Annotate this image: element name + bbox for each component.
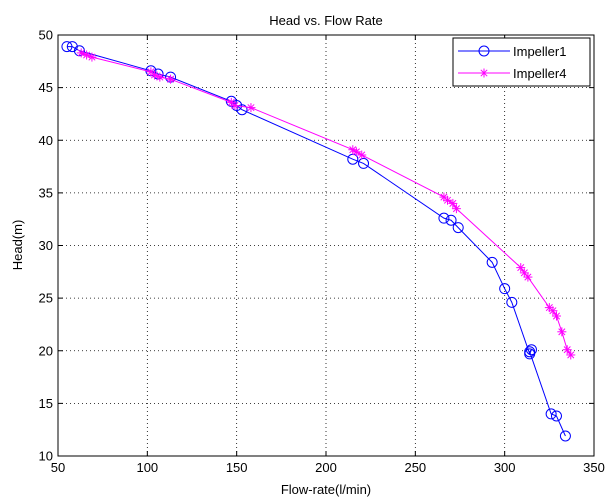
data-point bbox=[87, 52, 97, 62]
data-point bbox=[523, 272, 533, 282]
data-point bbox=[166, 74, 176, 84]
y-tick-label: 15 bbox=[39, 396, 53, 411]
data-point bbox=[486, 256, 498, 268]
legend-label: Impeller4 bbox=[513, 66, 566, 81]
data-point bbox=[545, 408, 557, 420]
data-point bbox=[230, 101, 240, 111]
x-tick-label: 300 bbox=[494, 460, 516, 475]
legend[interactable]: Impeller1 Impeller4 bbox=[452, 37, 591, 87]
series-impeller1 bbox=[61, 41, 571, 442]
x-tick-label: 100 bbox=[136, 460, 158, 475]
data-point bbox=[438, 212, 450, 224]
y-tick-label: 35 bbox=[39, 185, 53, 200]
data-point bbox=[445, 214, 457, 226]
y-axis-label: Head(m) bbox=[10, 220, 25, 271]
data-point bbox=[236, 104, 248, 116]
x-tick-label: 150 bbox=[226, 460, 248, 475]
data-point bbox=[358, 157, 370, 169]
ticks: 50 100 150 200 250 300 350 10 15 20 25 30 35 40 45 50 bbox=[39, 28, 605, 476]
data-point bbox=[557, 327, 567, 337]
x-tick-label: 350 bbox=[583, 460, 605, 475]
data-point bbox=[442, 195, 452, 205]
legend-marker bbox=[478, 45, 490, 57]
series-layer bbox=[61, 41, 576, 442]
x-tick-label: 250 bbox=[404, 460, 426, 475]
legend-item-impeller4[interactable]: Impeller4 bbox=[458, 66, 566, 81]
x-tick-label: 50 bbox=[51, 460, 65, 475]
data-point bbox=[562, 345, 572, 355]
data-point bbox=[452, 222, 464, 234]
data-point bbox=[448, 198, 458, 208]
x-tick-label: 200 bbox=[315, 460, 337, 475]
legend-marker bbox=[479, 68, 489, 78]
legend-box bbox=[452, 37, 591, 87]
data-point bbox=[499, 283, 511, 295]
data-point bbox=[506, 296, 518, 308]
series-impeller4 bbox=[76, 48, 576, 360]
data-point bbox=[525, 344, 537, 356]
data-point bbox=[559, 430, 571, 442]
y-tick-label: 40 bbox=[39, 133, 53, 148]
data-point bbox=[451, 204, 461, 214]
data-point bbox=[351, 147, 361, 157]
legend-item-impeller1[interactable]: Impeller1 bbox=[458, 44, 566, 59]
grid bbox=[58, 35, 594, 456]
legend-label: Impeller1 bbox=[513, 44, 566, 59]
data-point bbox=[357, 150, 367, 160]
data-point bbox=[61, 41, 73, 53]
data-point bbox=[155, 72, 165, 82]
data-point bbox=[551, 311, 561, 321]
y-tick-label: 45 bbox=[39, 80, 53, 95]
data-point bbox=[548, 306, 558, 316]
y-tick-label: 30 bbox=[39, 238, 53, 253]
data-point bbox=[524, 346, 536, 358]
data-point bbox=[246, 103, 256, 113]
data-point bbox=[566, 350, 576, 360]
y-tick-label: 20 bbox=[39, 343, 53, 358]
y-tick-label: 50 bbox=[39, 28, 53, 43]
data-point bbox=[73, 45, 85, 57]
data-point bbox=[516, 263, 526, 273]
chart-title: Head vs. Flow Rate bbox=[269, 13, 382, 28]
y-tick-label: 25 bbox=[39, 291, 53, 306]
y-tick-label: 10 bbox=[39, 449, 53, 464]
x-axis-label: Flow-rate(l/min) bbox=[281, 482, 371, 497]
data-point bbox=[550, 410, 562, 422]
